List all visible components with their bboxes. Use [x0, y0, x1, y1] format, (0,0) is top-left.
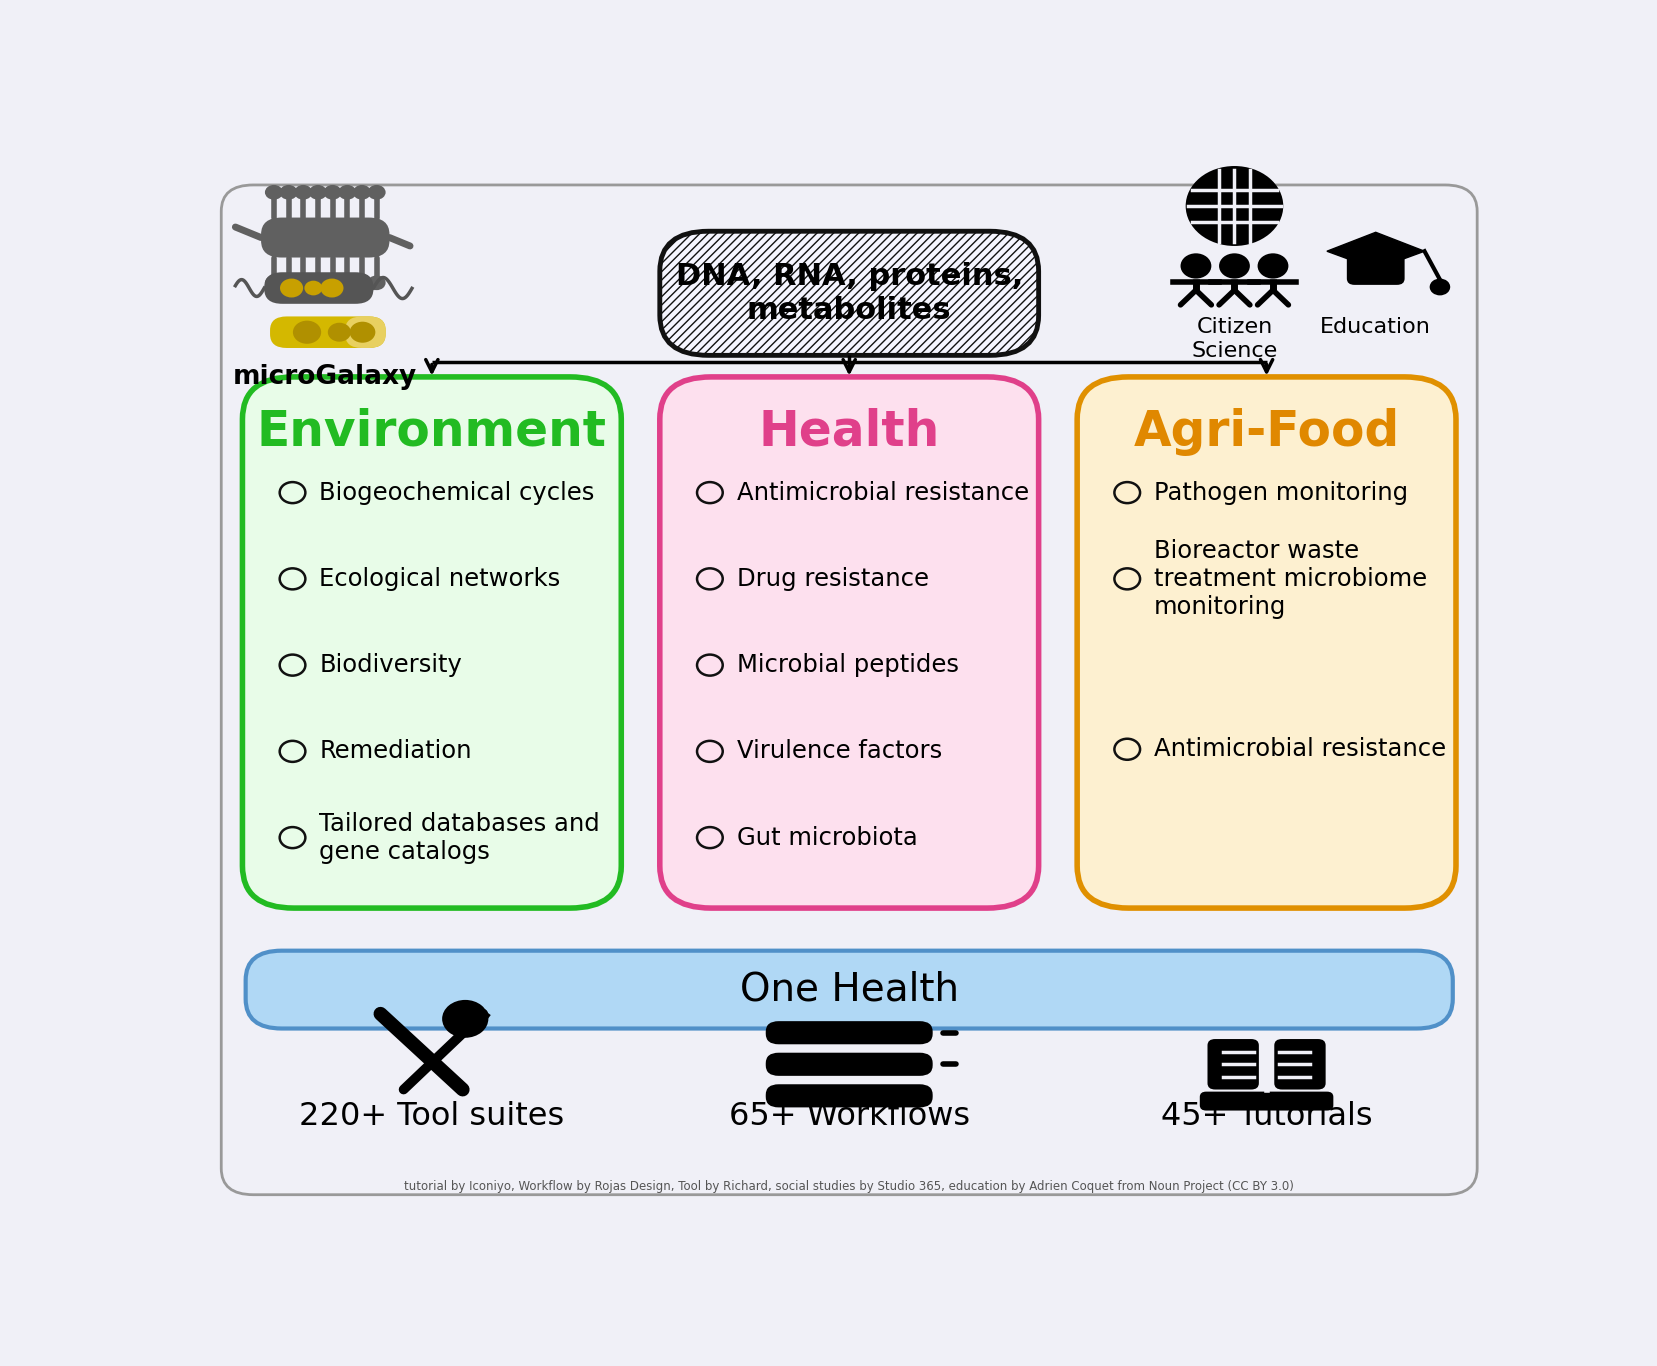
FancyBboxPatch shape	[659, 377, 1039, 908]
Circle shape	[305, 280, 323, 295]
Text: Microbial peptides: Microbial peptides	[737, 653, 959, 678]
Circle shape	[293, 321, 321, 344]
Text: microGalaxy: microGalaxy	[234, 363, 418, 389]
Text: Remediation: Remediation	[320, 739, 472, 764]
Text: Ecological networks: Ecological networks	[320, 567, 560, 591]
Text: Antimicrobial resistance: Antimicrobial resistance	[737, 481, 1029, 504]
Circle shape	[323, 276, 341, 290]
Circle shape	[308, 184, 326, 199]
Text: Tailored databases and
gene catalogs: Tailored databases and gene catalogs	[320, 811, 600, 863]
FancyBboxPatch shape	[1347, 251, 1405, 285]
Text: Antimicrobial resistance: Antimicrobial resistance	[1155, 738, 1447, 761]
Circle shape	[368, 276, 386, 290]
FancyBboxPatch shape	[263, 272, 373, 303]
Text: Environment: Environment	[257, 407, 606, 456]
FancyBboxPatch shape	[1274, 1040, 1326, 1090]
Circle shape	[1258, 253, 1289, 279]
Circle shape	[353, 276, 371, 290]
FancyBboxPatch shape	[766, 1085, 933, 1108]
Circle shape	[338, 276, 356, 290]
Circle shape	[338, 184, 356, 199]
Text: tutorial by Iconiyo, Workflow by Rojas Design, Tool by Richard, social studies b: tutorial by Iconiyo, Workflow by Rojas D…	[404, 1180, 1294, 1193]
FancyBboxPatch shape	[245, 951, 1453, 1029]
FancyBboxPatch shape	[1208, 1040, 1259, 1090]
FancyBboxPatch shape	[242, 377, 621, 908]
Circle shape	[350, 322, 376, 343]
Text: Biogeochemical cycles: Biogeochemical cycles	[320, 481, 595, 504]
Circle shape	[265, 184, 283, 199]
Polygon shape	[1327, 232, 1425, 269]
Circle shape	[280, 276, 298, 290]
Circle shape	[320, 279, 343, 298]
Text: Pathogen monitoring: Pathogen monitoring	[1155, 481, 1408, 504]
Circle shape	[1220, 253, 1249, 279]
FancyBboxPatch shape	[1077, 377, 1457, 908]
Text: Drug resistance: Drug resistance	[737, 567, 930, 591]
Text: Gut microbiota: Gut microbiota	[737, 825, 918, 850]
Text: One Health: One Health	[739, 971, 959, 1008]
Text: 65+ Workflows: 65+ Workflows	[729, 1101, 969, 1132]
Circle shape	[295, 184, 312, 199]
Text: 220+ Tool suites: 220+ Tool suites	[300, 1101, 565, 1132]
FancyBboxPatch shape	[766, 1022, 933, 1044]
Circle shape	[368, 184, 386, 199]
FancyBboxPatch shape	[262, 217, 389, 258]
Circle shape	[280, 279, 303, 298]
FancyBboxPatch shape	[766, 1053, 933, 1076]
Text: DNA, RNA, proteins,
metabolites: DNA, RNA, proteins, metabolites	[676, 262, 1022, 325]
Circle shape	[308, 276, 326, 290]
Text: 45+ Tutorials: 45+ Tutorials	[1162, 1101, 1372, 1132]
FancyBboxPatch shape	[270, 317, 386, 348]
Circle shape	[1430, 279, 1450, 295]
FancyBboxPatch shape	[1200, 1091, 1334, 1111]
Text: Citizen
Science: Citizen Science	[1191, 317, 1278, 361]
Text: Agri-Food: Agri-Food	[1133, 407, 1400, 456]
FancyBboxPatch shape	[345, 317, 386, 348]
Text: Education: Education	[1321, 317, 1432, 337]
Circle shape	[442, 1000, 489, 1038]
Text: Biodiversity: Biodiversity	[320, 653, 462, 678]
Text: Virulence factors: Virulence factors	[737, 739, 943, 764]
Text: Bioreactor waste
treatment microbiome
monitoring: Bioreactor waste treatment microbiome mo…	[1155, 540, 1427, 619]
Circle shape	[280, 184, 298, 199]
FancyBboxPatch shape	[659, 231, 1039, 355]
Circle shape	[265, 276, 283, 290]
Text: Health: Health	[759, 407, 940, 456]
Circle shape	[1180, 253, 1211, 279]
Circle shape	[1186, 167, 1283, 246]
Circle shape	[323, 184, 341, 199]
Circle shape	[295, 276, 312, 290]
Circle shape	[353, 184, 371, 199]
FancyBboxPatch shape	[222, 184, 1476, 1195]
Circle shape	[328, 322, 351, 342]
